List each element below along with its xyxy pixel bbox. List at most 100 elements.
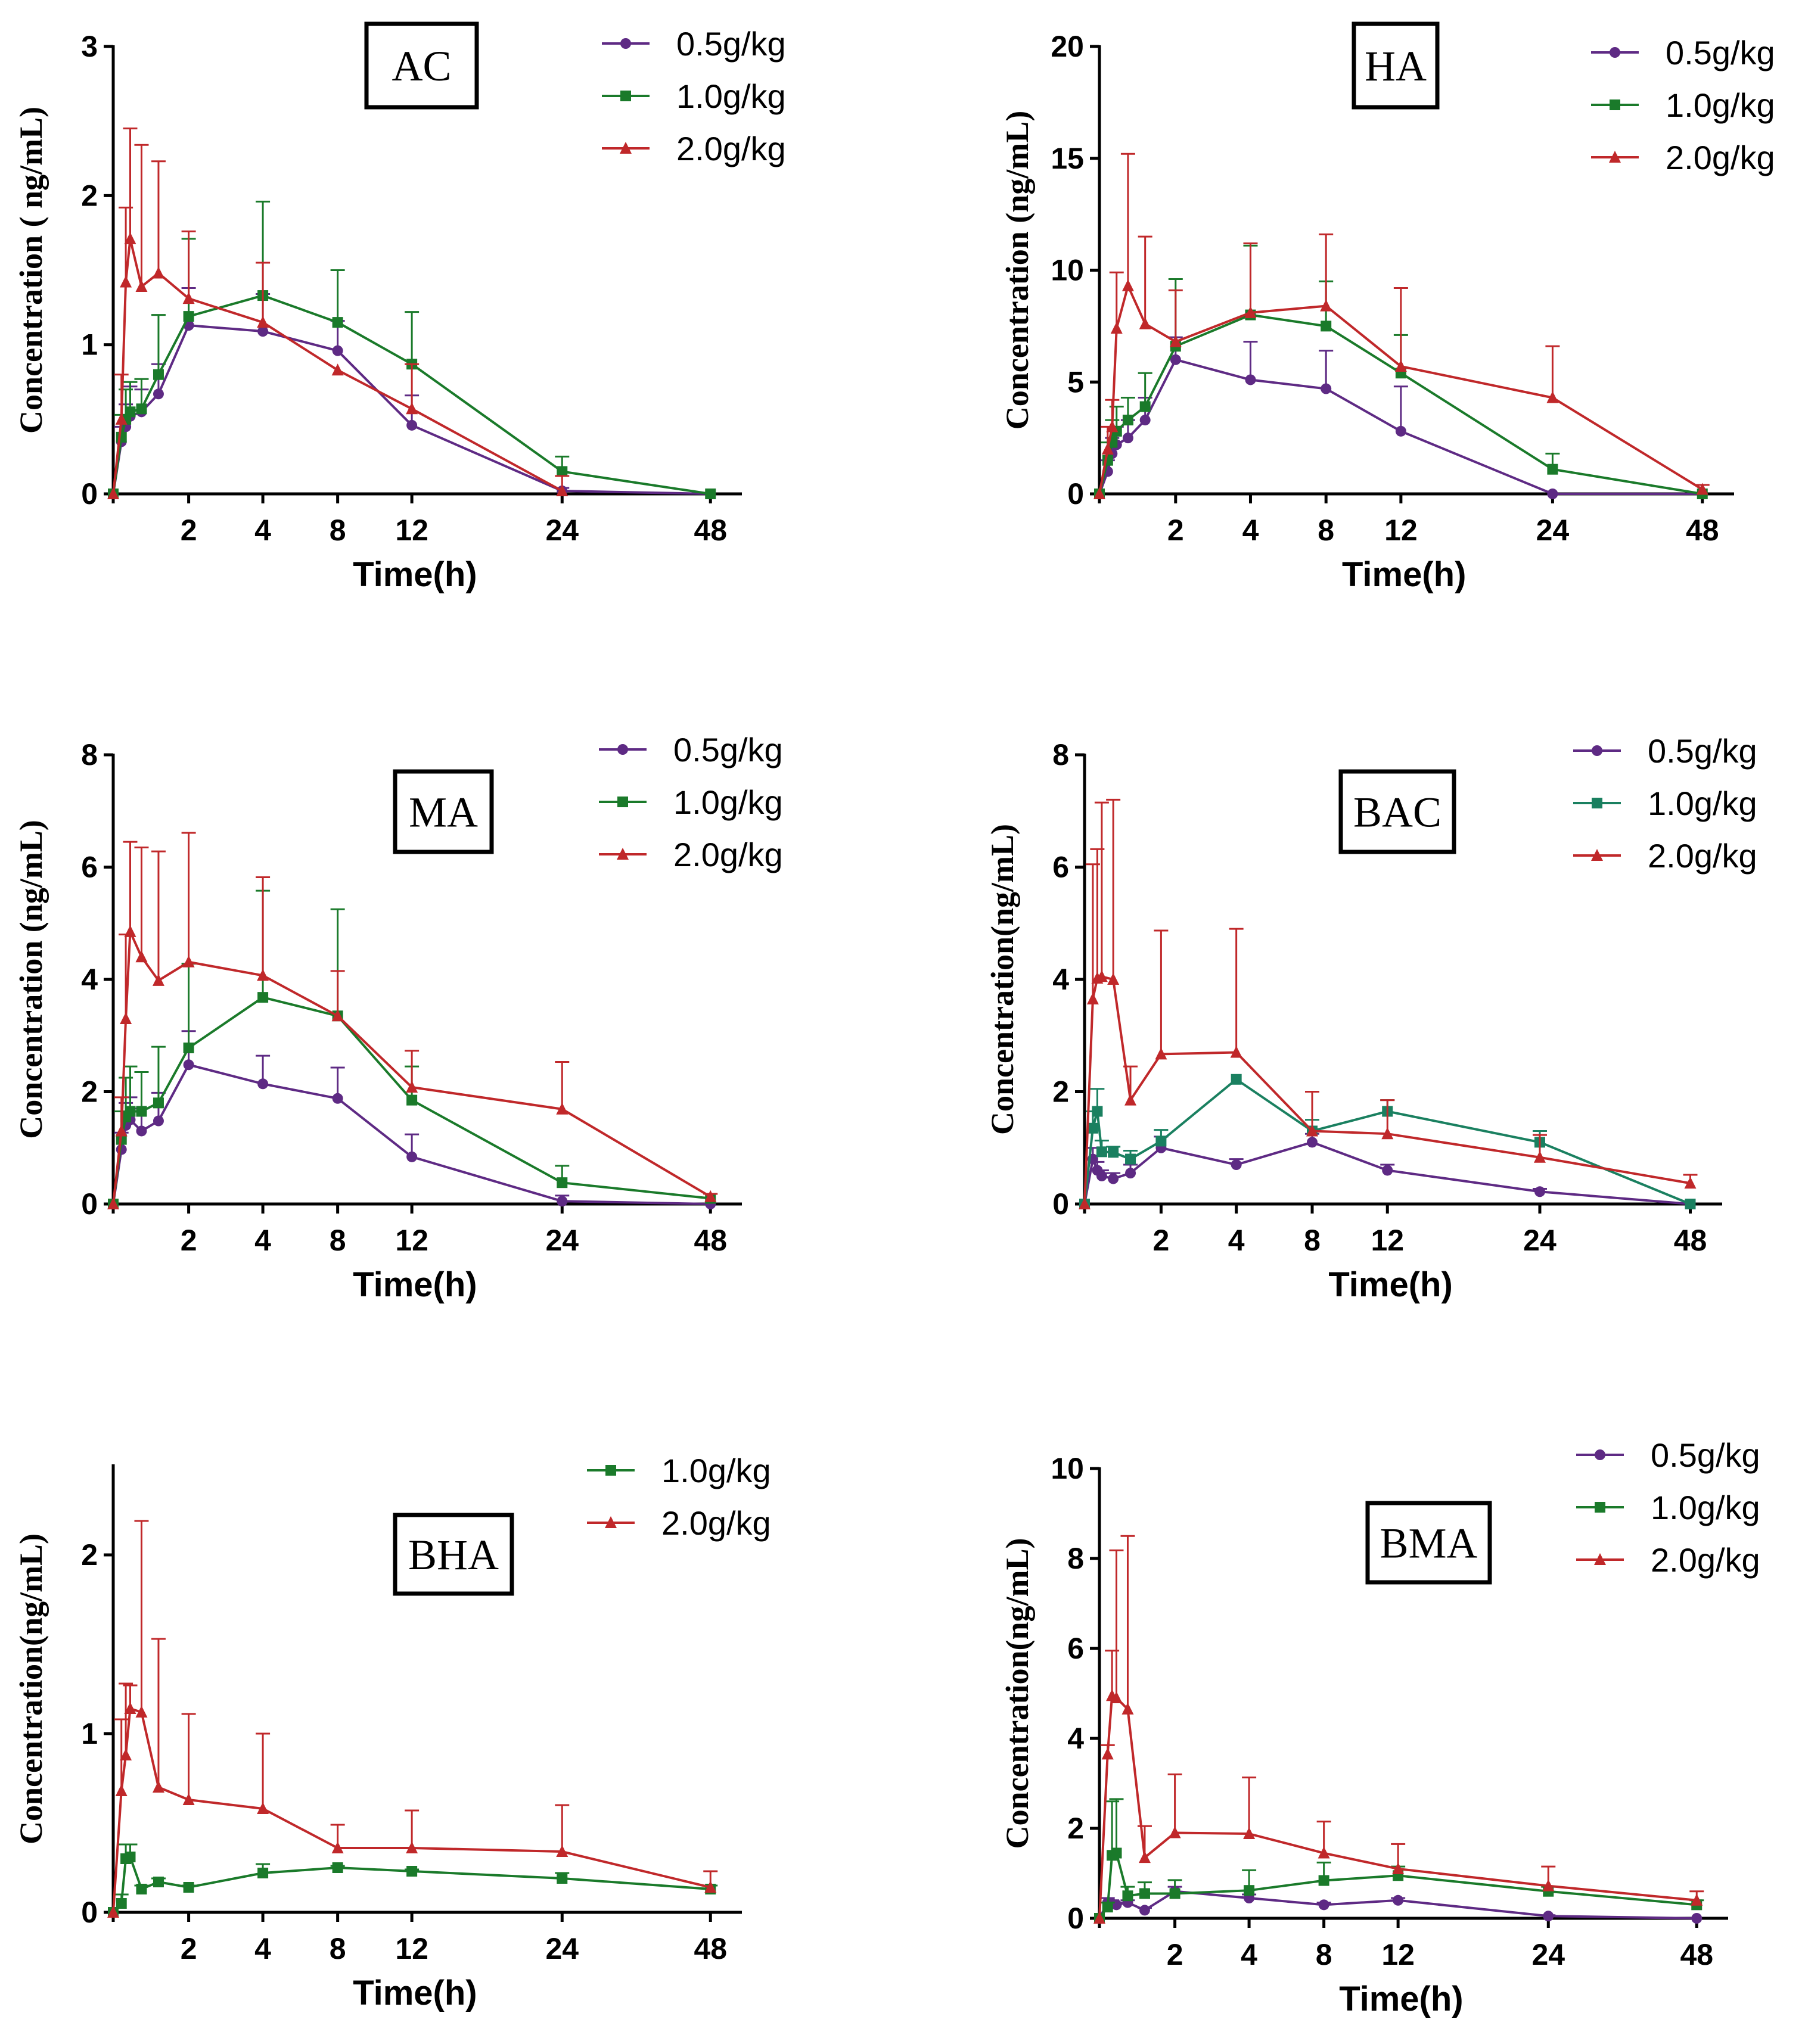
legend-marker xyxy=(617,797,628,807)
data-point xyxy=(120,1749,132,1760)
y-tick-label: 8 xyxy=(1067,1542,1084,1575)
legend-marker xyxy=(620,38,631,49)
data-point xyxy=(1107,973,1120,985)
data-point xyxy=(1125,1168,1136,1179)
data-point xyxy=(1096,1146,1107,1158)
legend-marker xyxy=(617,744,628,755)
y-tick-label: 2 xyxy=(1052,1075,1069,1109)
data-point xyxy=(1245,374,1256,385)
x-tick-label: 24 xyxy=(545,1932,579,1965)
x-tick-label: 24 xyxy=(1523,1224,1557,1257)
data-point xyxy=(1318,1875,1329,1886)
data-point xyxy=(136,1106,147,1117)
legend-label: 0.5g/kg xyxy=(676,25,786,63)
data-point xyxy=(1096,1170,1107,1181)
data-point xyxy=(332,1093,343,1104)
data-point xyxy=(1139,317,1151,329)
data-point xyxy=(1121,279,1134,291)
series-line xyxy=(112,931,712,1205)
data-point xyxy=(1394,359,1407,372)
legend-label: 1.0g/kg xyxy=(676,77,786,115)
data-point xyxy=(1546,391,1559,403)
y-tick-label: 8 xyxy=(81,738,98,771)
legend-label: 2.0g/kg xyxy=(1666,139,1775,176)
data-point xyxy=(1079,1197,1091,1209)
x-axis-label: Time(h) xyxy=(1328,1265,1452,1304)
legend-label: 0.5g/kg xyxy=(1648,732,1757,770)
y-axis-label: Concentration ( ng/mL) xyxy=(13,107,49,434)
data-point xyxy=(1542,1879,1555,1891)
data-point xyxy=(1101,442,1114,455)
y-tick-label: 6 xyxy=(1067,1632,1084,1665)
data-point xyxy=(332,345,343,356)
y-tick-label: 4 xyxy=(81,963,98,996)
legend-marker xyxy=(617,848,629,860)
data-point xyxy=(1685,1199,1696,1209)
y-tick-label: 0 xyxy=(81,1896,98,1929)
data-point xyxy=(136,403,147,415)
y-tick-label: 0 xyxy=(1052,1187,1069,1221)
data-point xyxy=(1395,425,1406,437)
legend-label: 0.5g/kg xyxy=(1651,1436,1760,1474)
data-point xyxy=(115,1784,128,1796)
data-point xyxy=(1121,1702,1134,1715)
legend-marker xyxy=(1592,798,1602,808)
data-point xyxy=(135,280,148,293)
data-point xyxy=(153,1115,164,1127)
legend-label: 1.0g/kg xyxy=(1651,1489,1760,1526)
series-2-0g-kg xyxy=(107,1520,718,1918)
data-point xyxy=(406,419,418,431)
data-point xyxy=(1321,321,1332,332)
x-tick-label: 2 xyxy=(181,1224,197,1257)
y-tick-label: 15 xyxy=(1051,142,1084,175)
data-point xyxy=(1318,1899,1329,1911)
x-tick-label: 2 xyxy=(1167,1938,1183,1971)
data-point xyxy=(183,1059,194,1071)
data-point xyxy=(1320,299,1332,312)
series-line xyxy=(1098,1851,1697,1919)
data-point xyxy=(406,1080,418,1093)
data-point xyxy=(182,955,195,967)
data-point xyxy=(152,1781,164,1793)
x-tick-label: 12 xyxy=(395,514,428,547)
data-point xyxy=(1139,1888,1150,1899)
data-point xyxy=(406,1151,418,1162)
data-point xyxy=(1095,970,1108,982)
x-tick-label: 24 xyxy=(1531,1938,1565,1971)
data-point xyxy=(124,232,136,244)
y-tick-label: 6 xyxy=(81,851,98,884)
data-point xyxy=(257,326,269,337)
x-tick-label: 48 xyxy=(694,1932,727,1965)
data-point xyxy=(135,1706,148,1718)
data-point xyxy=(124,1702,136,1714)
data-point xyxy=(1543,1911,1554,1922)
panel-title-box xyxy=(1352,21,1440,110)
panel-title: BMA xyxy=(1380,1520,1477,1567)
data-point xyxy=(557,1177,568,1189)
x-axis-label: Time(h) xyxy=(353,555,477,594)
x-tick-label: 12 xyxy=(1371,1224,1404,1257)
data-point xyxy=(1124,1093,1137,1106)
x-tick-label: 8 xyxy=(1304,1224,1321,1257)
data-point xyxy=(183,1042,194,1053)
data-point xyxy=(1243,1827,1256,1840)
series-2-0g-kg xyxy=(1093,1535,1704,1924)
x-tick-label: 4 xyxy=(1228,1224,1245,1257)
x-tick-label: 24 xyxy=(545,1224,579,1257)
data-point xyxy=(135,950,148,963)
y-tick-label: 8 xyxy=(1052,738,1069,771)
data-point xyxy=(1170,354,1181,365)
legend-marker xyxy=(605,1516,617,1528)
legend-marker xyxy=(620,142,632,154)
panel-title-box xyxy=(1338,769,1456,854)
data-point xyxy=(1306,1124,1318,1137)
series-2-0g-kg xyxy=(107,127,570,499)
legend-label: 2.0g/kg xyxy=(1651,1541,1760,1579)
panel-title-box xyxy=(393,769,494,854)
series-1-0g-kg xyxy=(108,1843,718,1918)
series-2-0g-kg xyxy=(107,832,718,1209)
x-axis-label: Time(h) xyxy=(353,1265,477,1304)
